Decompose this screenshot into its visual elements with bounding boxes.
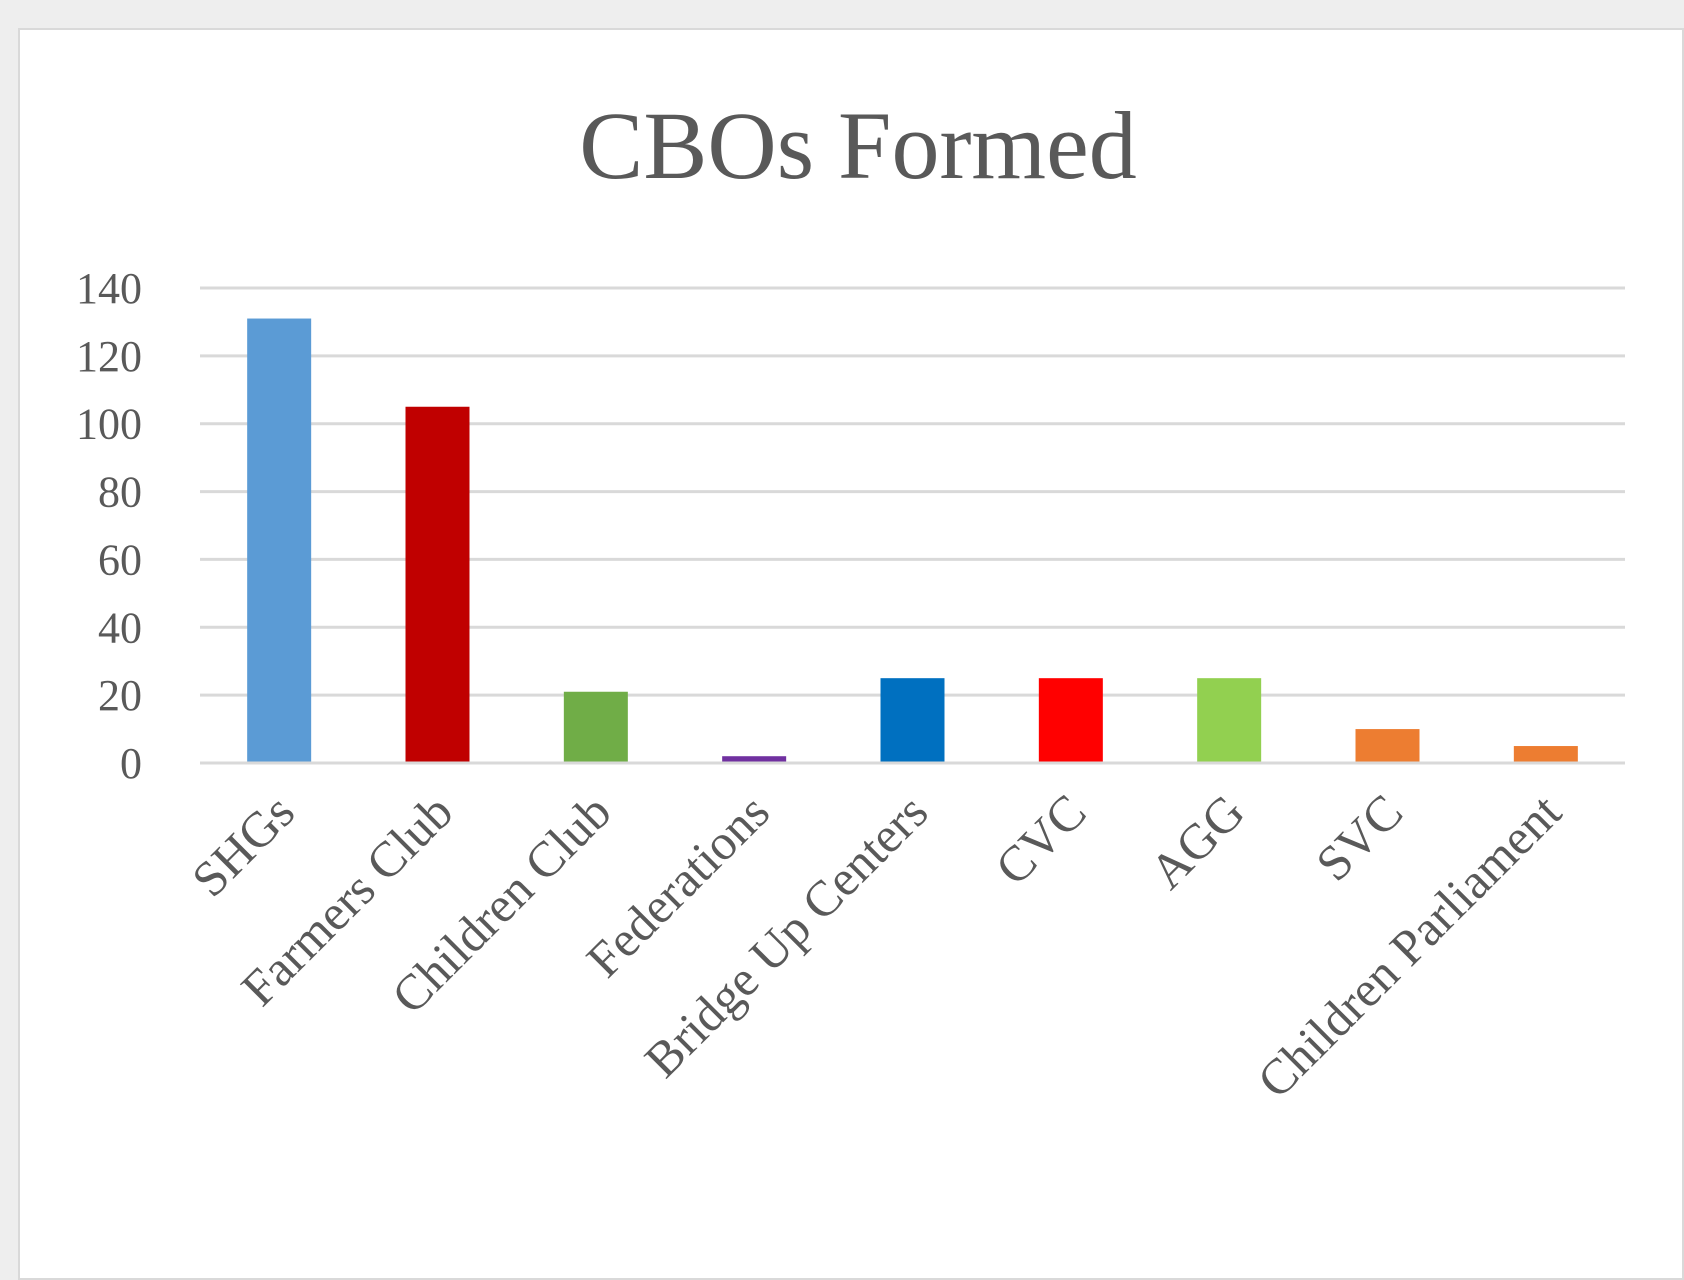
bar-shgs [247, 318, 312, 763]
x-tick-label: Bridge Up Centers [634, 783, 939, 1088]
y-tick-label: 140 [76, 264, 142, 313]
x-tick-label: CVC [984, 783, 1096, 895]
bar-bridge-up-centers [880, 678, 945, 763]
bar-children-club [563, 691, 628, 763]
x-tick-label: SHGs [181, 783, 305, 907]
x-tick-label: SVC [1305, 783, 1413, 891]
y-tick-label: 120 [76, 332, 142, 381]
y-tick-label: 60 [98, 535, 142, 584]
y-axis-ticks: 0 20 40 60 80 100 120 140 [76, 264, 142, 788]
bar-agg [1197, 678, 1262, 763]
x-tick-label: AGG [1139, 783, 1255, 899]
bar-farmers-club [405, 406, 470, 763]
y-tick-label: 0 [120, 739, 142, 788]
bar-svc [1355, 729, 1420, 763]
bar-federations [722, 756, 787, 763]
x-tick-label: Children Parliament [1246, 783, 1571, 1108]
y-tick-label: 40 [98, 603, 142, 652]
y-tick-label: 80 [98, 468, 142, 517]
bar-children-parliament [1513, 746, 1578, 763]
y-tick-label: 100 [76, 400, 142, 449]
y-tick-label: 20 [98, 671, 142, 720]
bar-cvc [1038, 678, 1103, 763]
bars [247, 318, 1578, 763]
chart-title: CBOs Formed [579, 92, 1136, 199]
